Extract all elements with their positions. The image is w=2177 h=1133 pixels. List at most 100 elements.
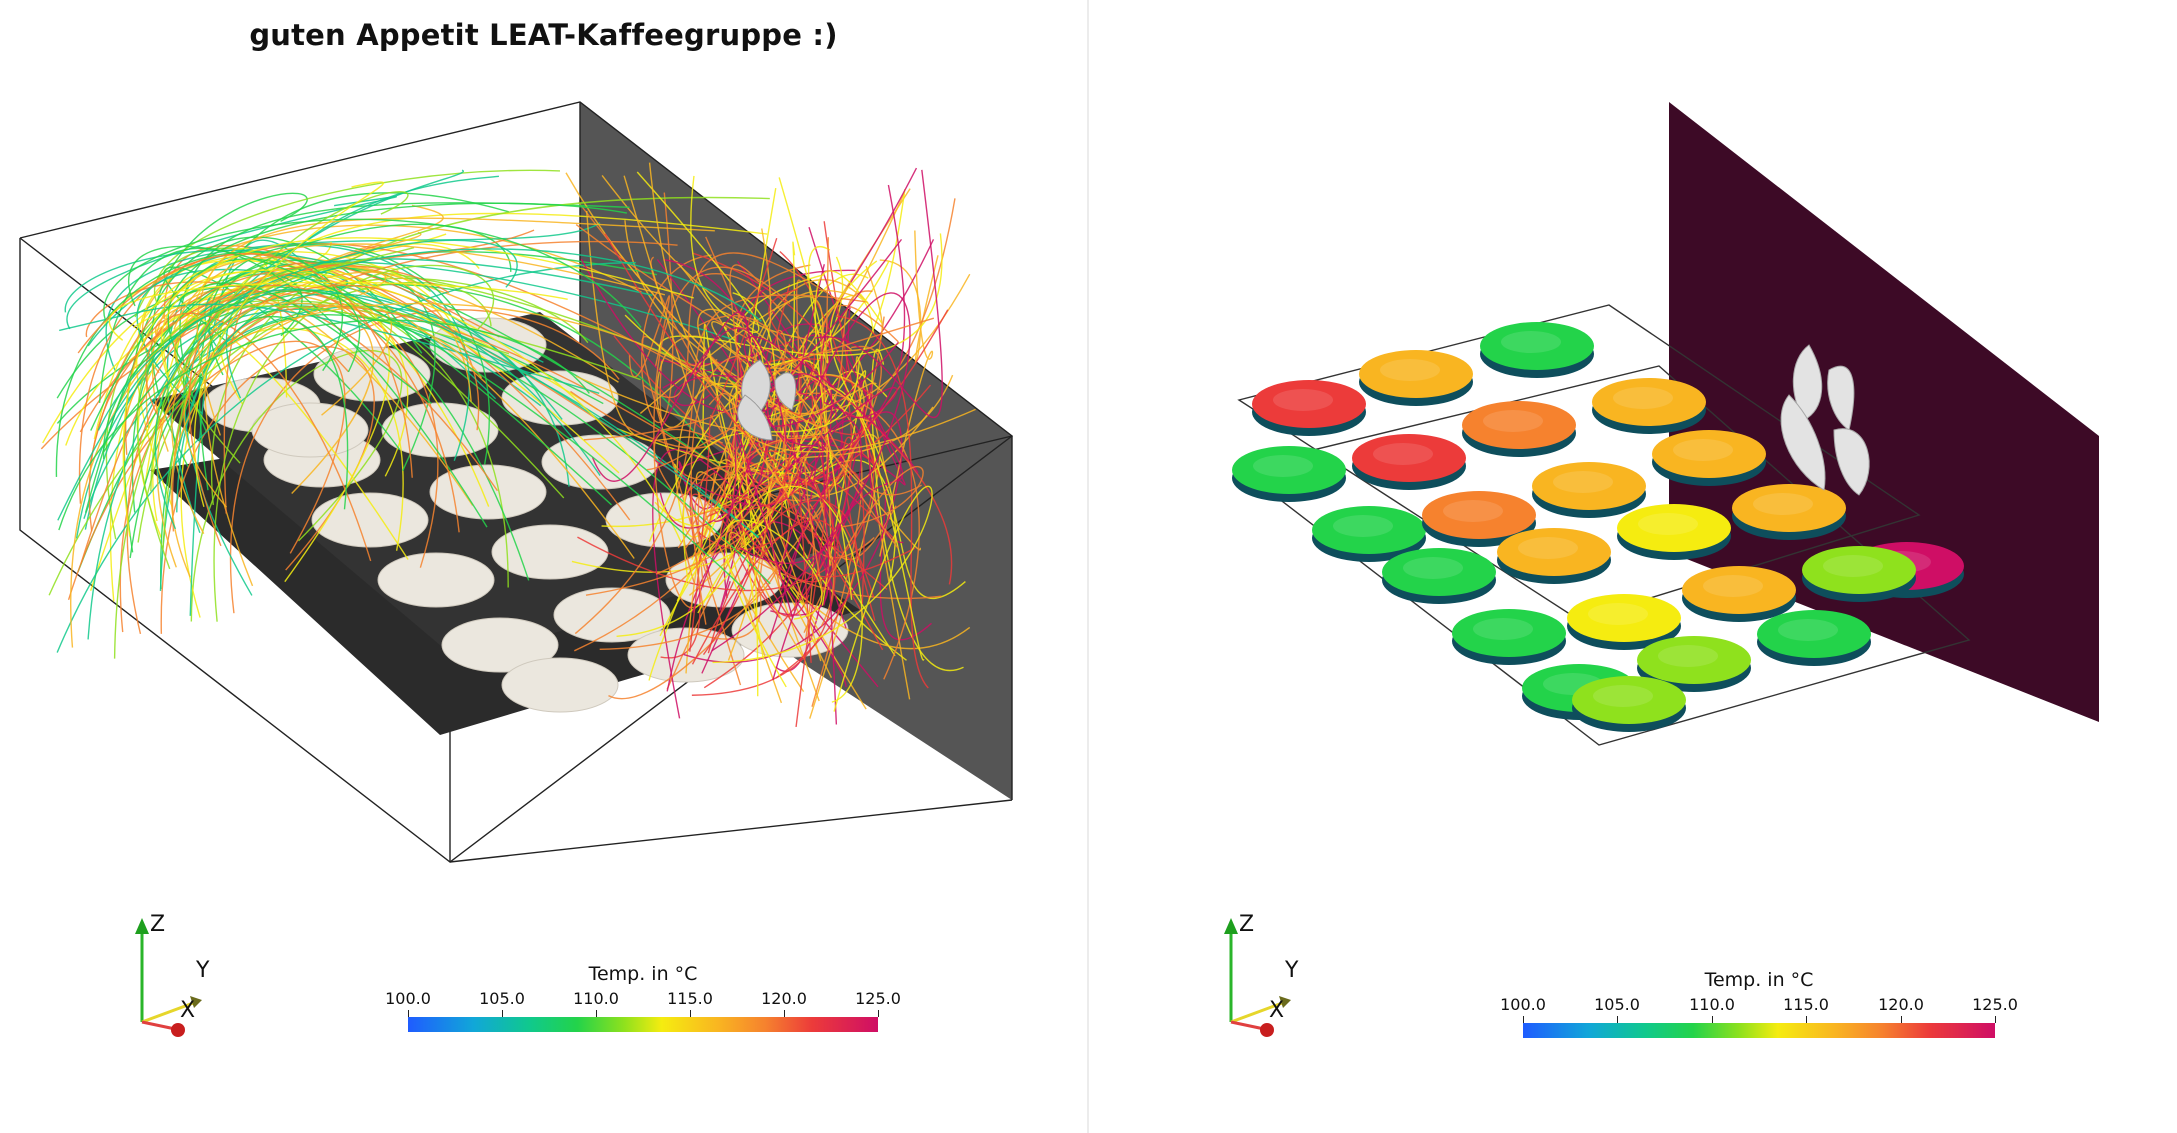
streamline	[173, 302, 483, 379]
streamline	[58, 319, 590, 531]
streamline-scene[interactable]	[0, 0, 1087, 1133]
z-axis-label: Z	[150, 912, 166, 937]
streamline	[103, 315, 349, 510]
streamline	[210, 196, 770, 506]
streamline	[780, 352, 916, 578]
colorbar-tick: 125.0	[1972, 995, 2018, 1014]
y-axis-label: Y	[1285, 958, 1299, 983]
cookie	[491, 524, 609, 580]
streamline	[162, 314, 409, 560]
streamline	[739, 420, 862, 576]
streamline	[636, 171, 760, 349]
streamline	[641, 335, 742, 686]
streamline	[194, 181, 384, 507]
cookie	[1352, 434, 1466, 490]
streamline	[188, 284, 460, 547]
cookie	[377, 552, 495, 608]
x-axis-label: X	[180, 998, 196, 1023]
streamline	[570, 264, 760, 449]
streamline	[658, 233, 943, 357]
axes-triad-icon	[1224, 918, 1291, 1037]
cookie	[1567, 594, 1681, 650]
cookie	[1312, 506, 1426, 562]
streamline	[154, 248, 762, 530]
cookie-group	[1232, 322, 1964, 732]
streamline	[780, 184, 906, 592]
streamline	[728, 531, 971, 704]
colorbar-title: Temp. in °C	[588, 963, 698, 985]
streamline	[697, 273, 971, 415]
streamline	[167, 202, 628, 360]
streamline	[160, 269, 682, 543]
streamline	[57, 288, 760, 539]
cookie	[1617, 504, 1731, 560]
streamline	[712, 485, 933, 712]
colorbar-tick: 100.0	[1500, 995, 1546, 1014]
streamline	[599, 480, 791, 651]
streamline	[648, 162, 877, 420]
streamline	[642, 252, 842, 399]
streamline	[108, 281, 568, 341]
cookie	[1802, 546, 1916, 602]
cookie	[1252, 380, 1366, 436]
colorbar-tick: 120.0	[761, 989, 807, 1008]
cookie	[1652, 430, 1766, 486]
streamline	[585, 455, 824, 596]
streamline	[190, 349, 403, 622]
cookie	[1757, 610, 1871, 666]
streamline	[70, 265, 472, 648]
streamline	[128, 245, 746, 591]
colorbar-tick: 110.0	[1689, 995, 1735, 1014]
streamline	[879, 230, 934, 557]
streamline	[87, 244, 470, 462]
streamline	[724, 519, 823, 688]
streamline	[103, 251, 466, 352]
streamline	[711, 292, 911, 652]
streamline	[708, 393, 736, 556]
streamline	[653, 266, 791, 609]
streamline	[787, 387, 925, 661]
cookie	[1532, 462, 1646, 518]
streamline	[814, 270, 883, 600]
streamlines	[40, 162, 976, 728]
colorbar-tick: 105.0	[1594, 995, 1640, 1014]
colorbar-tick: 100.0	[385, 989, 431, 1008]
cookie	[1422, 491, 1536, 547]
x-axis-label: X	[1269, 998, 1285, 1023]
temperature-scene[interactable]	[1089, 0, 2177, 1133]
cookie	[1462, 401, 1576, 457]
fan-blades	[737, 359, 797, 441]
streamline	[689, 237, 778, 652]
colorbar-tick: 110.0	[573, 989, 619, 1008]
cookie	[1592, 378, 1706, 434]
cookie	[251, 402, 369, 458]
streamline	[122, 237, 694, 537]
streamline	[702, 323, 818, 622]
streamline	[152, 327, 404, 551]
cookie	[1497, 528, 1611, 584]
colorbar-gradient	[1523, 1023, 1995, 1038]
left-viewport[interactable]: guten Appetit LEAT-Kaffeegruppe :)	[0, 0, 1087, 1133]
streamline	[623, 175, 788, 569]
colorbar-tick: 105.0	[479, 989, 525, 1008]
streamline	[697, 189, 906, 614]
viewport-divider[interactable]	[1087, 0, 1089, 1133]
streamline	[213, 264, 494, 622]
streamline	[732, 374, 954, 659]
streamline	[743, 335, 919, 474]
streamline	[718, 309, 949, 590]
streamline	[624, 314, 765, 660]
fan-blades	[1780, 344, 1870, 496]
streamline	[129, 314, 771, 585]
right-viewport[interactable]: Z Y X Temp. in °C 100.0 105.0 110.0 115.…	[1089, 0, 2177, 1133]
cookie	[1637, 636, 1751, 692]
streamline	[126, 284, 480, 635]
y-axis-label: Y	[196, 958, 210, 983]
z-axis-label: Z	[1239, 912, 1255, 937]
streamline	[693, 311, 820, 447]
streamline	[714, 431, 794, 618]
streamline	[601, 174, 832, 537]
streamline	[659, 446, 817, 640]
cookie	[1480, 322, 1594, 378]
streamline	[583, 329, 899, 549]
